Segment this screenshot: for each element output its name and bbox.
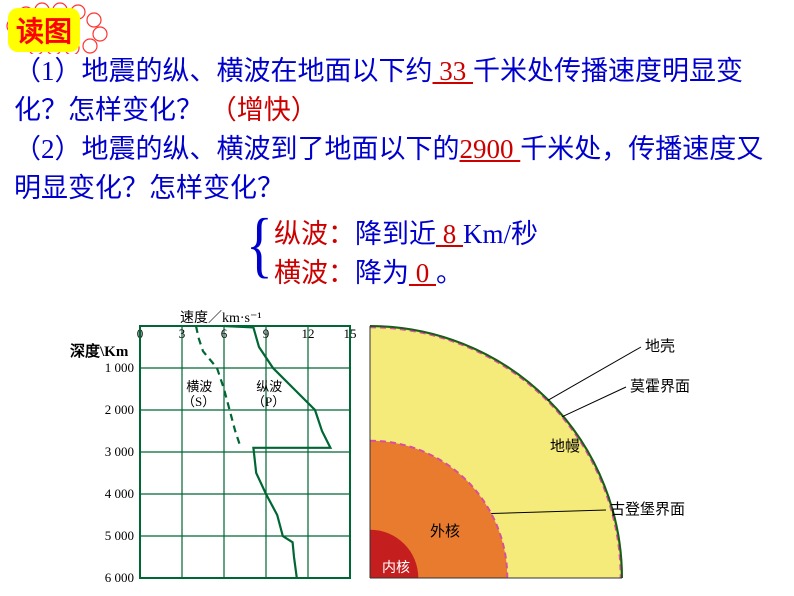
svg-text:3 000: 3 000 xyxy=(105,444,134,459)
svg-text:5 000: 5 000 xyxy=(105,528,134,543)
q1-text-a: （1）地震的纵、横波在地面以下约 xyxy=(14,56,433,86)
earth-cross-section: 地壳莫霍界面地幔古登堡界面外核内核 xyxy=(370,326,690,578)
q1-answer: （增快） xyxy=(210,95,318,125)
brace-icon: { xyxy=(246,208,273,281)
question-block: （1）地震的纵、横波在地面以下约 33 千米处传播速度明显变化？怎样变化？ （增… xyxy=(14,52,780,293)
swave-prefix: 降为 xyxy=(355,258,409,288)
svg-text:4 000: 4 000 xyxy=(105,486,134,501)
svg-text:1 000: 1 000 xyxy=(105,360,134,375)
svg-text:（S）: （S） xyxy=(182,394,215,409)
pwave-line: 纵波：降到近 8 Km/秒 xyxy=(274,215,780,254)
answer-block: { 纵波：降到近 8 Km/秒 横波：降为 0 。 xyxy=(274,215,780,293)
svg-text:地幔: 地幔 xyxy=(550,438,580,455)
swave-label: 横波： xyxy=(274,258,355,288)
q1-blank: 33 xyxy=(433,56,474,86)
question-2: （2）地震的纵、横波到了地面以下的2900 千米处，传播速度又明显变化？怎样变化… xyxy=(14,130,780,208)
svg-text:横波: 横波 xyxy=(186,379,212,394)
swave-line: 横波：降为 0 。 xyxy=(274,254,780,293)
swave-blank: 0 xyxy=(409,258,436,288)
svg-text:古登堡界面: 古登堡界面 xyxy=(610,501,685,518)
q2-blank: 2900 xyxy=(460,134,521,164)
question-1: （1）地震的纵、横波在地面以下约 33 千米处传播速度明显变化？怎样变化？ （增… xyxy=(14,52,780,130)
svg-text:12: 12 xyxy=(302,326,315,341)
svg-text:6: 6 xyxy=(221,326,228,341)
svg-text:纵波: 纵波 xyxy=(256,379,282,394)
velocity-chart: 速度／km·s⁻¹深度\Km036912151 0002 0003 0004 0… xyxy=(70,310,357,585)
svg-text:3: 3 xyxy=(179,326,186,341)
pwave-prefix: 降到近 xyxy=(355,219,436,249)
pwave-suffix: Km/秒 xyxy=(463,219,538,249)
svg-text:2 000: 2 000 xyxy=(105,402,134,417)
svg-text:外核: 外核 xyxy=(430,523,460,540)
svg-text:深度\Km: 深度\Km xyxy=(70,342,129,360)
svg-text:（P）: （P） xyxy=(252,394,285,409)
svg-text:内核: 内核 xyxy=(382,560,410,576)
svg-text:速度／km·s⁻¹: 速度／km·s⁻¹ xyxy=(180,310,262,326)
badge-title: 读图 xyxy=(8,8,80,52)
pwave-blank: 8 xyxy=(436,219,463,249)
q2-text-a: （2）地震的纵、横波到了地面以下的 xyxy=(14,134,460,164)
svg-text:6 000: 6 000 xyxy=(105,570,134,585)
svg-text:地壳: 地壳 xyxy=(645,338,675,355)
diagram: 速度／km·s⁻¹深度\Km036912151 0002 0003 0004 0… xyxy=(60,306,760,596)
svg-text:莫霍界面: 莫霍界面 xyxy=(630,378,690,395)
pwave-label: 纵波： xyxy=(274,219,355,249)
swave-suffix: 。 xyxy=(436,258,463,288)
svg-text:9: 9 xyxy=(263,326,270,341)
